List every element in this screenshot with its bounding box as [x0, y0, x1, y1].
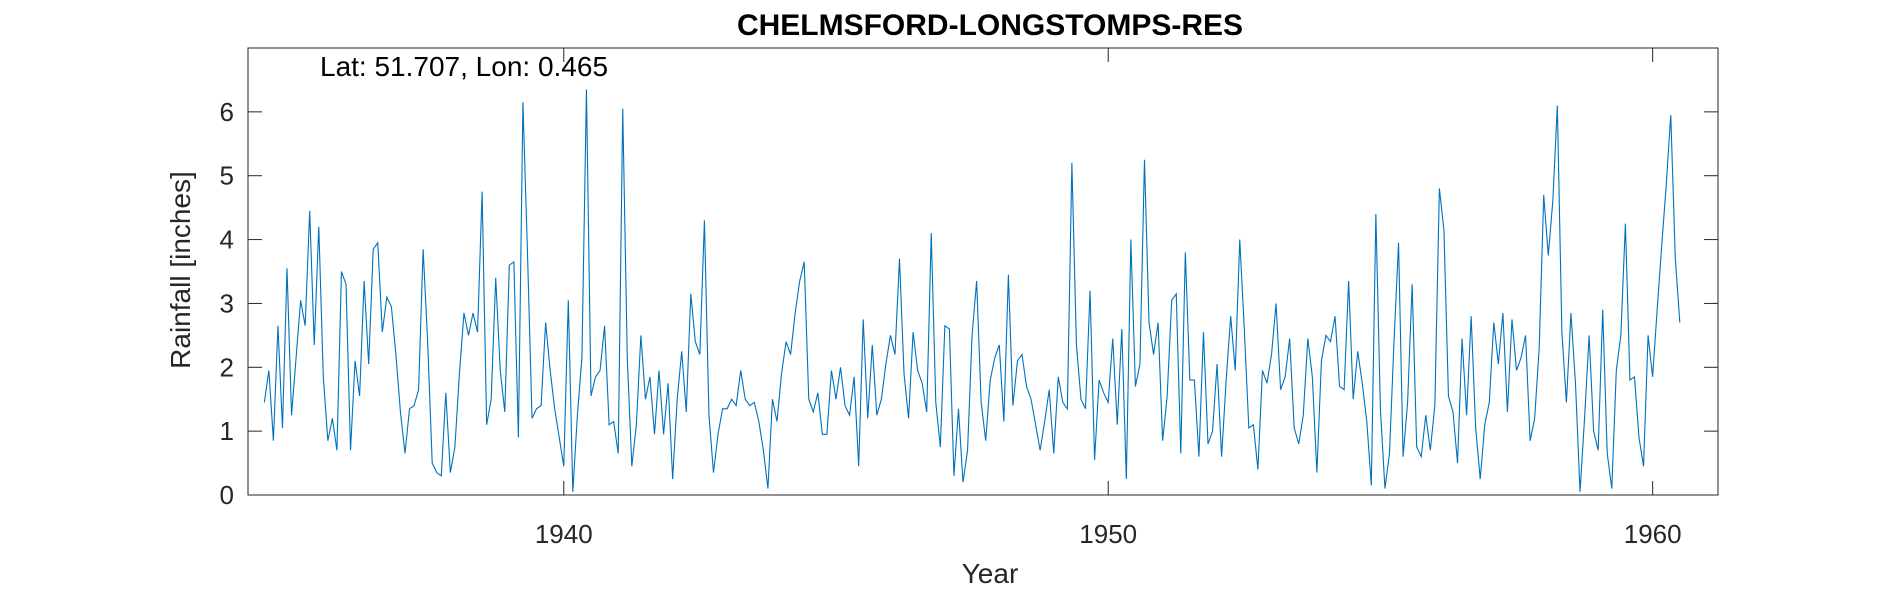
y-tick-label: 4: [220, 225, 234, 255]
y-tick-label: 3: [220, 288, 234, 318]
x-axis: 1940 1950 1960: [535, 48, 1682, 549]
y-tick-label: 2: [220, 352, 234, 382]
series-layer: [263, 89, 1681, 492]
y-tick-label: 5: [220, 161, 234, 191]
y-tick-label: 1: [220, 416, 234, 446]
chart-title: CHELMSFORD-LONGSTOMPS-RES: [737, 9, 1243, 42]
y-tick-label: 0: [220, 480, 234, 510]
y-axis-label: Rainfall [inches]: [165, 171, 196, 369]
rainfall-series-line: [263, 89, 1681, 492]
x-tick-label: 1960: [1624, 519, 1682, 549]
plot-area: [247, 47, 1719, 496]
x-tick-label: 1940: [535, 519, 593, 549]
y-tick-label: 6: [220, 97, 234, 127]
location-annotation: Lat: 51.707, Lon: 0.465: [320, 51, 608, 82]
x-axis-label: Year: [962, 558, 1019, 589]
x-tick-label: 1950: [1079, 519, 1137, 549]
y-axis: 0 1 2 3 4 5 6: [220, 97, 1718, 510]
